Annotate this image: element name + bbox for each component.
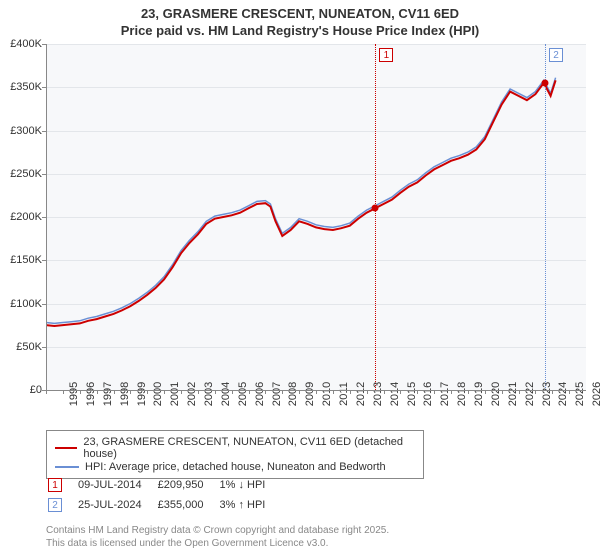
sale-marker: 2: [549, 48, 563, 62]
title-line1: 23, GRASMERE CRESCENT, NUNEATON, CV11 6E…: [0, 6, 600, 23]
chart-title: 23, GRASMERE CRESCENT, NUNEATON, CV11 6E…: [0, 0, 600, 40]
row-date: 09-JUL-2014: [78, 476, 156, 494]
series-hpi: [46, 78, 556, 324]
y-tick-label: £100K: [2, 298, 42, 310]
y-tick-label: £200K: [2, 211, 42, 223]
row-date: 25-JUL-2024: [78, 496, 156, 514]
attribution-line1: Contains HM Land Registry data © Crown c…: [46, 524, 389, 537]
price-point: [541, 79, 548, 86]
sales-table-body: 1 09-JUL-2014£209,9501% ↓ HPI 2 25-JUL-2024…: [46, 474, 281, 516]
y-tick-label: £0: [2, 384, 42, 396]
row-marker: 2: [48, 498, 62, 512]
legend-label: HPI: Average price, detached house, Nune…: [85, 461, 386, 473]
y-tick-label: £400K: [2, 38, 42, 50]
axis-line: [46, 44, 47, 390]
row-delta: 3% ↑ HPI: [219, 496, 279, 514]
row-marker: 1: [48, 478, 62, 492]
legend-label: 23, GRASMERE CRESCENT, NUNEATON, CV11 6E…: [83, 436, 415, 460]
sale-vline: [545, 44, 546, 390]
row-price: £355,000: [158, 496, 218, 514]
table-row: 1 09-JUL-2014£209,9501% ↓ HPI: [48, 476, 279, 494]
sale-marker: 1: [379, 48, 393, 62]
attribution: Contains HM Land Registry data © Crown c…: [46, 524, 389, 550]
series-subject: [46, 80, 556, 326]
legend: 23, GRASMERE CRESCENT, NUNEATON, CV11 6E…: [46, 430, 424, 479]
y-tick-label: £50K: [2, 341, 42, 353]
title-line2: Price paid vs. HM Land Registry's House …: [0, 23, 600, 40]
legend-row: 23, GRASMERE CRESCENT, NUNEATON, CV11 6E…: [55, 436, 415, 460]
legend-swatch: [55, 466, 79, 468]
legend-row: HPI: Average price, detached house, Nune…: [55, 461, 415, 473]
plot-area: [46, 44, 586, 390]
y-tick-label: £250K: [2, 168, 42, 180]
sale-vline: [375, 44, 376, 390]
x-tick-label: 2026: [569, 382, 600, 406]
sales-table: 1 09-JUL-2014£209,9501% ↓ HPI 2 25-JUL-2024…: [46, 474, 281, 516]
series-svg: [46, 44, 586, 390]
y-tick-label: £350K: [2, 81, 42, 93]
axis-line: [46, 390, 586, 391]
y-tick-label: £150K: [2, 254, 42, 266]
row-price: £209,950: [158, 476, 218, 494]
table-row: 2 25-JUL-2024£355,0003% ↑ HPI: [48, 496, 279, 514]
legend-swatch: [55, 447, 77, 449]
price-point: [372, 205, 379, 212]
y-tick-label: £300K: [2, 125, 42, 137]
row-delta: 1% ↓ HPI: [219, 476, 279, 494]
attribution-line2: This data is licensed under the Open Gov…: [46, 537, 389, 550]
